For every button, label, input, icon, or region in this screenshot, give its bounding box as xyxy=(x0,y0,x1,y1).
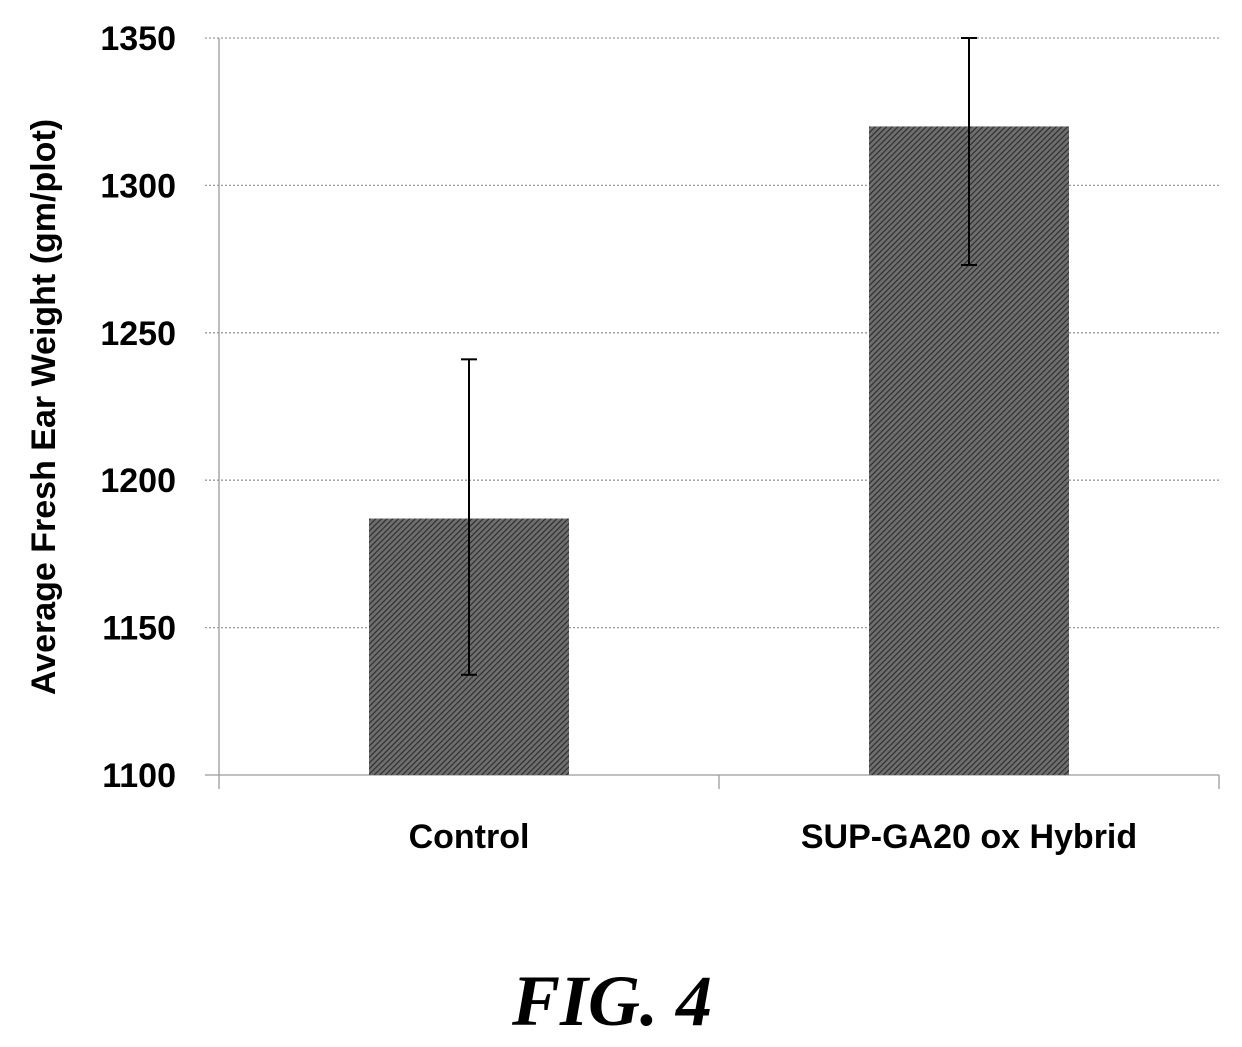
error-bar xyxy=(461,358,477,676)
y-tick-label: 1300 xyxy=(100,167,176,205)
x-tick-label: Control xyxy=(409,818,530,856)
figure-caption: FIG. 4 xyxy=(511,961,712,1041)
y-tick-labels: 1100 1150 1200 1250 1300 1350 xyxy=(100,20,176,795)
y-tick-label: 1150 xyxy=(102,610,176,648)
y-axis-title: Average Fresh Ear Weight (gm/plot) xyxy=(25,119,63,695)
bars xyxy=(369,126,1069,775)
error-bars xyxy=(461,37,977,676)
y-tick-label: 1100 xyxy=(102,757,176,795)
x-tick-labels: Control SUP-GA20 ox Hybrid xyxy=(409,818,1138,856)
x-tick-label: SUP-GA20 ox Hybrid xyxy=(801,818,1137,856)
y-tick-label: 1200 xyxy=(100,462,176,500)
axes xyxy=(218,38,1220,789)
y-tick-label: 1350 xyxy=(100,20,176,58)
error-bar xyxy=(961,37,977,266)
y-tick-label: 1250 xyxy=(100,315,176,353)
